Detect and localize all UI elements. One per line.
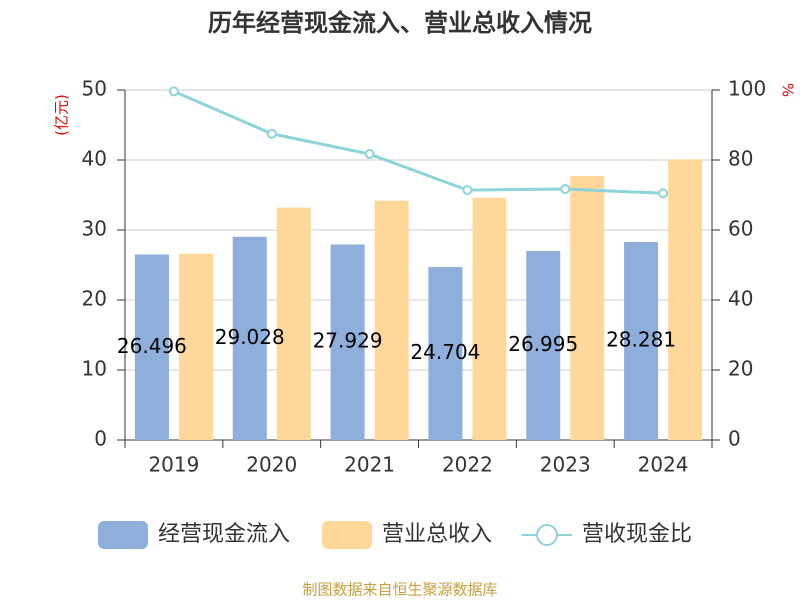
y2-tick-label: 40 bbox=[728, 287, 753, 311]
y2-tick-label: 60 bbox=[728, 217, 753, 241]
legend-swatch bbox=[98, 521, 148, 549]
bar bbox=[232, 236, 267, 440]
legend-label: 营业总收入 bbox=[382, 522, 492, 547]
y2-tick-label: 0 bbox=[728, 427, 741, 451]
line-point bbox=[168, 86, 179, 97]
y2-tick-label: 100 bbox=[728, 77, 766, 101]
bar bbox=[134, 254, 169, 440]
chart-title: 历年经营现金流入、营业总收入情况 bbox=[208, 9, 592, 37]
bar bbox=[668, 159, 703, 441]
y-tick-label: 10 bbox=[82, 357, 107, 381]
legend-swatch bbox=[322, 521, 372, 549]
x-tick-label: 2023 bbox=[540, 453, 591, 477]
line-point bbox=[266, 128, 277, 139]
y2-axis-label: % bbox=[779, 83, 797, 97]
y2-tick-label: 80 bbox=[728, 147, 753, 171]
data-label: 24.704 bbox=[410, 340, 480, 364]
data-label: 26.995 bbox=[508, 332, 578, 356]
y-tick-label: 30 bbox=[82, 217, 107, 241]
x-tick-label: 2019 bbox=[148, 453, 199, 477]
bar bbox=[374, 200, 409, 440]
legend-label: 营收现金比 bbox=[582, 522, 692, 547]
x-tick-label: 2020 bbox=[246, 453, 297, 477]
data-label: 28.281 bbox=[606, 328, 676, 352]
data-label: 27.929 bbox=[313, 329, 383, 353]
line-point bbox=[462, 185, 473, 196]
x-tick-label: 2022 bbox=[442, 453, 493, 477]
data-label: 26.496 bbox=[117, 334, 187, 358]
line bbox=[173, 90, 664, 195]
line-point bbox=[364, 149, 375, 160]
bar bbox=[330, 244, 365, 440]
bar bbox=[570, 176, 605, 440]
bar bbox=[276, 207, 311, 440]
x-tick-label: 2021 bbox=[344, 453, 395, 477]
y-tick-label: 50 bbox=[82, 77, 107, 101]
legend-swatch bbox=[536, 524, 558, 546]
line-point bbox=[560, 184, 571, 195]
x-tick-label: 2024 bbox=[638, 453, 689, 477]
line-point bbox=[658, 188, 669, 199]
y-tick-label: 0 bbox=[94, 427, 107, 451]
y-axis-label: (亿元) bbox=[53, 94, 71, 136]
data-label: 29.028 bbox=[215, 325, 285, 349]
bar bbox=[472, 197, 507, 440]
y-tick-label: 20 bbox=[82, 287, 107, 311]
bar bbox=[526, 251, 561, 440]
bar bbox=[428, 267, 463, 440]
y-tick-label: 40 bbox=[82, 147, 107, 171]
source-note: 制图数据来自恒生聚源数据库 bbox=[302, 581, 497, 599]
bar bbox=[624, 242, 659, 440]
legend-label: 经营现金流入 bbox=[158, 522, 290, 547]
bar bbox=[178, 253, 213, 440]
y2-tick-label: 20 bbox=[728, 357, 753, 381]
